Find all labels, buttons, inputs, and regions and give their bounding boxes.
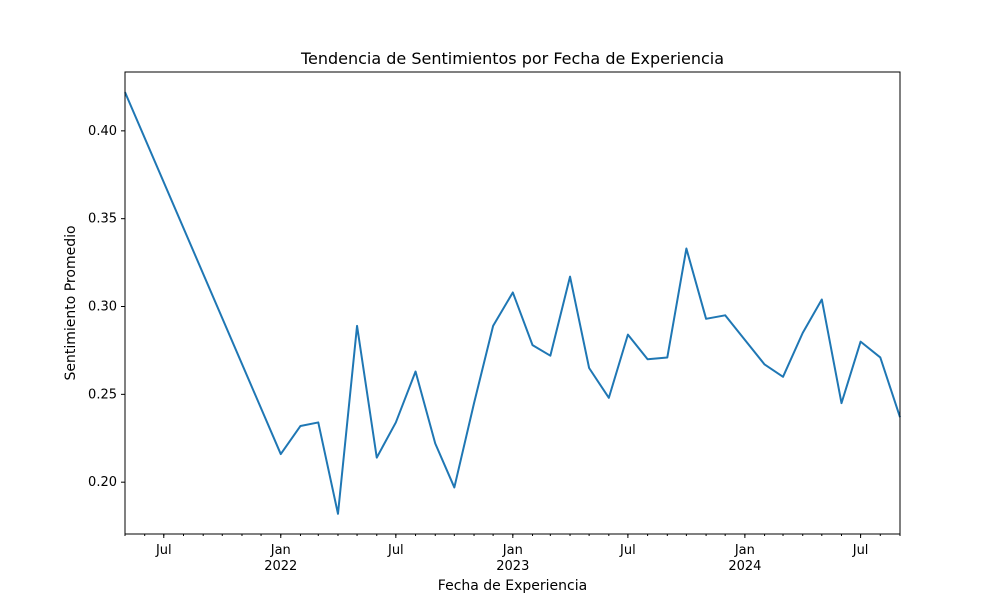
y-tick-label: 0.20 <box>88 475 117 490</box>
x-tick-year-label: 2022 <box>264 559 297 574</box>
y-axis: 0.20 0.25 0.30 0.35 0.40 <box>88 124 125 490</box>
x-tick-label: Jan <box>734 543 755 558</box>
axes-frame <box>124 71 901 535</box>
y-axis-label: Sentimiento Promedio <box>63 225 79 380</box>
x-tick-label: Jul <box>619 543 636 558</box>
x-tick-year-label: 2024 <box>728 559 761 574</box>
x-tick-label: Jan <box>270 543 291 558</box>
x-axis-label: Fecha de Experiencia <box>438 578 587 594</box>
x-tick-label: Jul <box>155 543 172 558</box>
chart-title: Tendencia de Sentimientos por Fecha de E… <box>300 49 724 68</box>
series-line <box>124 91 901 515</box>
x-tick-label: Jan <box>502 543 523 558</box>
series-layer <box>124 91 901 515</box>
x-tick-label: Jul <box>387 543 404 558</box>
x-tick-label: Jul <box>852 543 869 558</box>
y-tick-label: 0.25 <box>88 387 117 402</box>
x-tick-year-label: 2023 <box>496 559 529 574</box>
y-tick-label: 0.40 <box>88 124 117 139</box>
y-tick-label: 0.30 <box>88 300 117 315</box>
y-tick-label: 0.35 <box>88 212 117 227</box>
